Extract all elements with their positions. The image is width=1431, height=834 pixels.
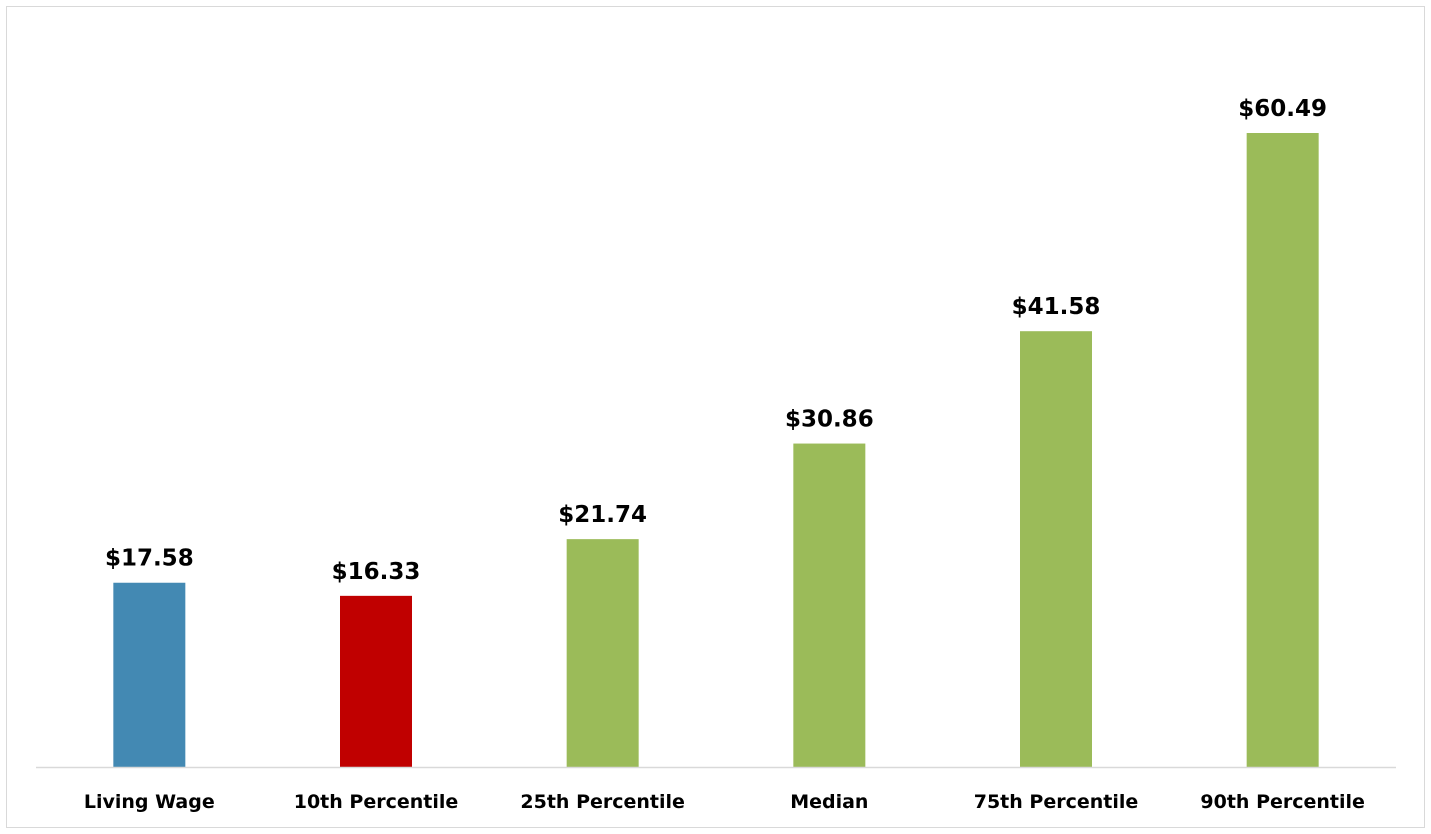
bar-living-wage xyxy=(113,582,186,767)
x-tick-label: 10th Percentile xyxy=(294,791,459,813)
bar-median xyxy=(793,443,866,767)
x-tick-label: 90th Percentile xyxy=(1200,791,1365,813)
category-labels-group: Living Wage 10th Percentile 25th Percentil… xyxy=(84,791,1365,813)
data-label: $21.74 xyxy=(558,502,647,528)
value-labels-group: $17.58 $16.33 $21.74 $30.86 $41.58 $60.49 xyxy=(105,96,1327,585)
x-tick-label: 75th Percentile xyxy=(974,791,1139,813)
data-label: $30.86 xyxy=(785,407,874,433)
x-tick-label: 25th Percentile xyxy=(520,791,685,813)
bar-10th-percentile xyxy=(340,595,412,767)
x-tick-label: Median xyxy=(790,791,868,813)
bar-75th-percentile xyxy=(1020,331,1092,767)
bar-90th-percentile xyxy=(1246,133,1319,767)
bar-25th-percentile xyxy=(566,539,639,767)
data-label: $17.58 xyxy=(105,546,194,572)
bars-group xyxy=(113,133,1319,767)
data-label: $60.49 xyxy=(1238,96,1327,122)
data-label: $41.58 xyxy=(1012,294,1101,320)
x-tick-label: Living Wage xyxy=(84,791,215,813)
chart-frame xyxy=(6,6,1425,828)
data-label: $16.33 xyxy=(332,559,421,585)
